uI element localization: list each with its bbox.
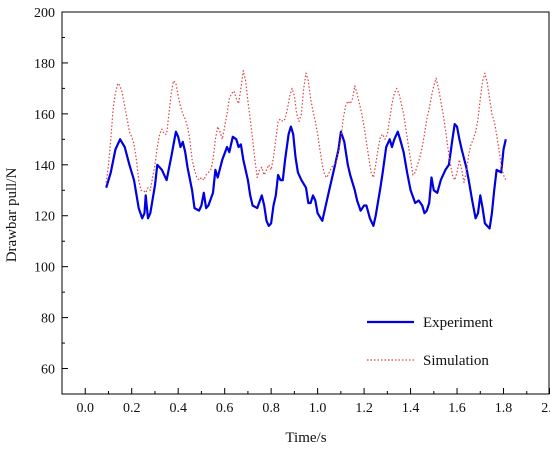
plot-frame (61, 11, 550, 395)
x-tick-label: 0.6 (216, 401, 234, 416)
legend: Experiment Simulation (367, 315, 494, 369)
x-axis-title: Time/s (285, 430, 326, 446)
x-tick-label: 1.6 (448, 401, 466, 416)
y-axis-title: Drawbar pull/N (4, 168, 20, 263)
x-tick-label: 1.2 (355, 401, 373, 416)
x-tick-label: 2.0 (541, 401, 550, 416)
y-tick-label: 80 (41, 312, 55, 327)
x-tick-label: 0.4 (169, 401, 187, 416)
x-tick-label: 1.4 (402, 401, 420, 416)
y-tick-label: 180 (34, 57, 55, 72)
y-tick-label: 120 (34, 210, 55, 225)
y-tick-label: 200 (34, 6, 55, 21)
y-tick-label: 140 (34, 159, 55, 174)
x-tick-label: 0.8 (262, 401, 280, 416)
series-line-simulation (105, 70, 507, 194)
x-tick-label: 1.0 (309, 401, 327, 416)
series-line-experiment (105, 123, 507, 230)
y-tick-label: 100 (34, 261, 55, 276)
x-tick-label: 1.8 (495, 401, 513, 416)
x-tick-label: 0.0 (76, 401, 94, 416)
y-tick-label: 160 (34, 108, 55, 123)
legend-label-experiment: Experiment (423, 315, 494, 331)
axes: 0.0 0.2 0.4 0.6 0.8 1.0 1.2 1.4 1.6 1.8 2.0 60 80 100… (34, 6, 550, 416)
x-tick-label: 0.2 (123, 401, 141, 416)
legend-label-simulation: Simulation (423, 353, 489, 369)
series-layer (105, 70, 507, 230)
y-tick-label: 60 (41, 363, 55, 378)
